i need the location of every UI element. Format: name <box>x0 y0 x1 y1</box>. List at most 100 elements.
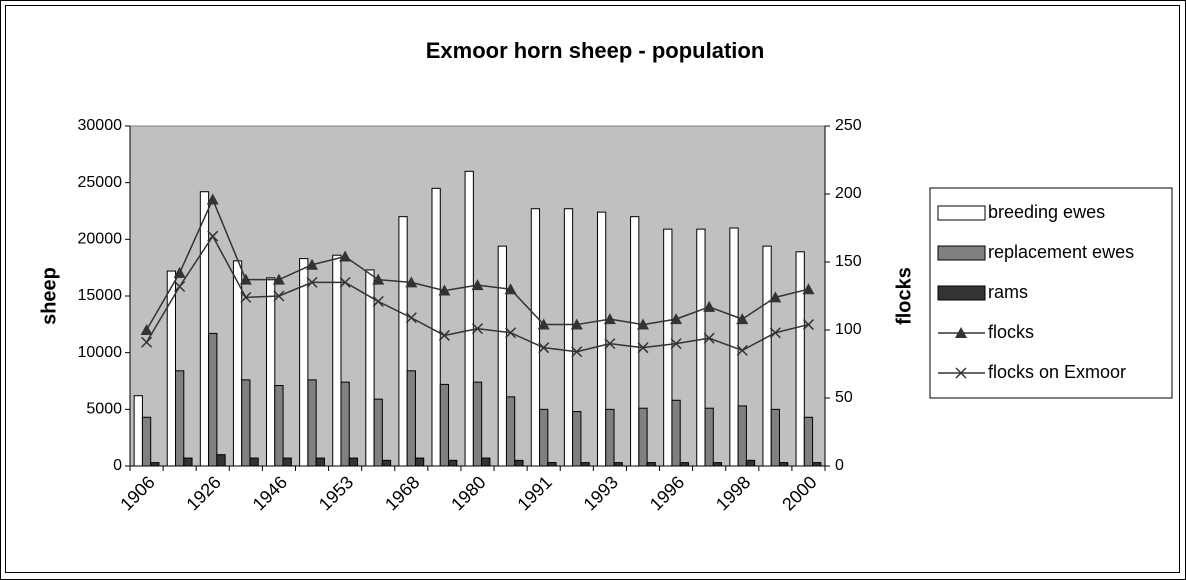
bar <box>282 457 292 467</box>
bar <box>414 457 425 467</box>
y-tick-label: 30000 <box>78 117 123 134</box>
bar <box>406 370 416 467</box>
point <box>405 312 417 324</box>
bar <box>679 462 689 467</box>
point <box>405 276 418 288</box>
bar <box>505 396 516 467</box>
bar <box>646 462 656 467</box>
y-tick-label: 15000 <box>78 287 123 304</box>
y-tick-label: 20000 <box>78 231 123 248</box>
bar <box>530 208 541 467</box>
chart-title: Exmoor horn sheep - population <box>426 38 765 63</box>
legend-swatch <box>937 285 986 301</box>
bar <box>439 383 450 467</box>
bar <box>448 459 458 467</box>
bar <box>472 381 483 467</box>
bar <box>696 228 706 467</box>
bar <box>613 462 623 467</box>
bar <box>803 416 814 467</box>
bar <box>166 270 177 467</box>
point <box>736 344 748 356</box>
legend-marker <box>955 327 967 338</box>
point <box>372 273 385 285</box>
point <box>802 283 815 295</box>
point <box>703 332 715 344</box>
bar <box>795 251 805 467</box>
point <box>471 323 484 335</box>
point <box>438 284 451 296</box>
point <box>306 276 318 288</box>
bar <box>812 462 822 467</box>
bar <box>481 457 491 467</box>
point <box>603 313 616 325</box>
point <box>206 193 219 205</box>
bar <box>307 379 317 467</box>
y-tick-label: 25000 <box>78 174 123 191</box>
bar <box>745 459 756 467</box>
y2-tick-label: 0 <box>835 457 844 474</box>
bar <box>175 370 185 467</box>
point <box>240 291 252 303</box>
y2-axis-label: flocks <box>893 267 915 325</box>
legend-swatch <box>937 245 986 261</box>
point <box>538 342 550 354</box>
point <box>272 273 285 285</box>
bar <box>150 462 160 467</box>
point <box>571 346 583 358</box>
point <box>802 319 814 331</box>
point <box>239 273 252 285</box>
y-tick-label: 5000 <box>86 401 122 418</box>
bar <box>332 254 342 467</box>
bar <box>208 332 218 467</box>
point <box>471 279 484 291</box>
point <box>604 338 616 350</box>
bar <box>580 462 590 467</box>
bar <box>638 407 648 467</box>
bar <box>737 405 747 467</box>
point <box>141 336 153 348</box>
bar <box>216 454 226 467</box>
point <box>173 266 186 278</box>
point <box>637 342 649 354</box>
bar <box>762 245 772 467</box>
point <box>372 295 384 307</box>
point <box>703 300 716 312</box>
point <box>505 327 517 339</box>
bar <box>712 462 723 467</box>
bar <box>274 385 284 467</box>
y2-tick-label: 100 <box>835 321 862 338</box>
bar <box>133 395 143 467</box>
y-axis-label: sheep <box>38 267 60 325</box>
point <box>670 338 682 350</box>
bar <box>373 398 383 467</box>
point <box>769 291 782 303</box>
y2-tick-label: 50 <box>835 389 853 406</box>
point <box>537 318 550 330</box>
bar <box>183 457 193 467</box>
point <box>339 276 351 288</box>
bar <box>340 381 350 467</box>
bar <box>770 408 780 467</box>
bar <box>398 216 408 467</box>
point <box>339 250 352 262</box>
bar <box>365 269 375 467</box>
bar <box>141 416 152 467</box>
bar <box>249 457 259 467</box>
bar <box>514 459 524 467</box>
legend-label: replacement ewes <box>988 242 1134 262</box>
bar <box>266 277 276 467</box>
point <box>273 290 285 302</box>
y2-tick-label: 150 <box>835 253 862 270</box>
bar <box>671 399 681 467</box>
bar <box>778 462 789 467</box>
point <box>570 318 583 330</box>
legend-label: rams <box>988 282 1028 302</box>
bar <box>497 245 507 467</box>
bar <box>199 191 210 467</box>
bar <box>563 208 574 467</box>
legend-label: flocks <box>988 322 1034 342</box>
point <box>769 327 781 339</box>
point <box>140 324 153 335</box>
bar <box>232 260 243 467</box>
